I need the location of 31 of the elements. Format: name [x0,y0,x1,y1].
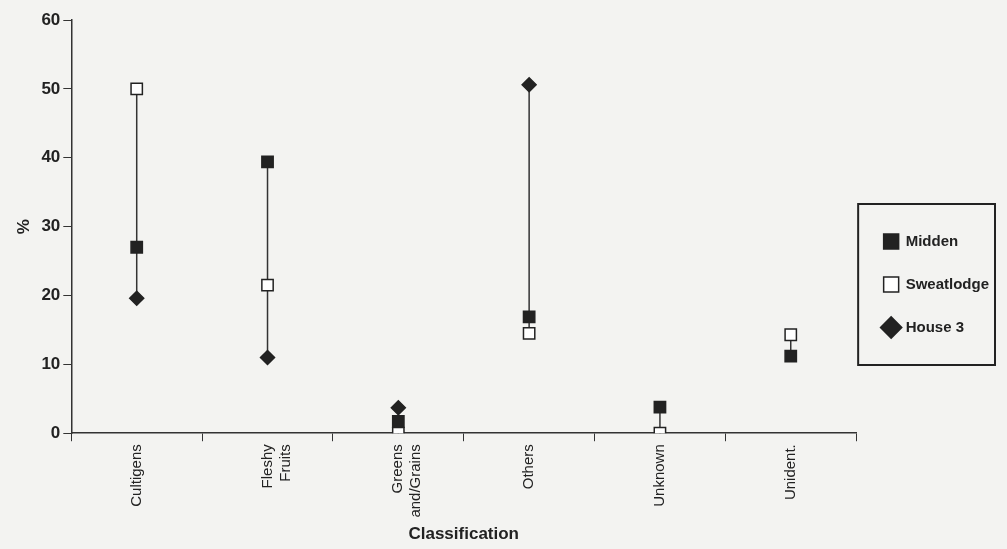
point [261,278,274,292]
x-tick-label: Unident. [780,444,798,501]
point [522,310,536,324]
legend-label: House 3 [905,317,965,335]
point [784,328,798,342]
point [784,349,798,363]
point [522,326,536,340]
y-tick-label: 20 [41,285,61,305]
point [128,290,145,306]
point [130,82,144,96]
y-tick-label: 50 [41,78,61,98]
x-tick-label: Cultigens [126,444,144,507]
point [521,76,537,93]
legend-label: Sweatlodge [905,274,990,292]
x-tick-label: Unknown [650,444,668,507]
x-tick-label: Others [519,444,537,490]
y-tick-label: 0 [50,422,61,442]
point [130,240,144,254]
point [261,155,274,169]
y-tick-label: 10 [41,354,61,374]
y-tick-label: 40 [41,147,61,167]
y-tick-label: 30 [41,216,61,236]
y-axis-title: % [13,219,33,235]
y-tick-label: 60 [41,9,61,29]
point [391,415,405,428]
x-axis-title: Classification [408,524,519,544]
legend-label: Midden [905,231,959,249]
point [390,399,407,416]
point [259,349,276,366]
x-tick-label: Fleshy Fruits [257,443,293,489]
x-tick-label: Greens and/Grains [388,444,424,518]
